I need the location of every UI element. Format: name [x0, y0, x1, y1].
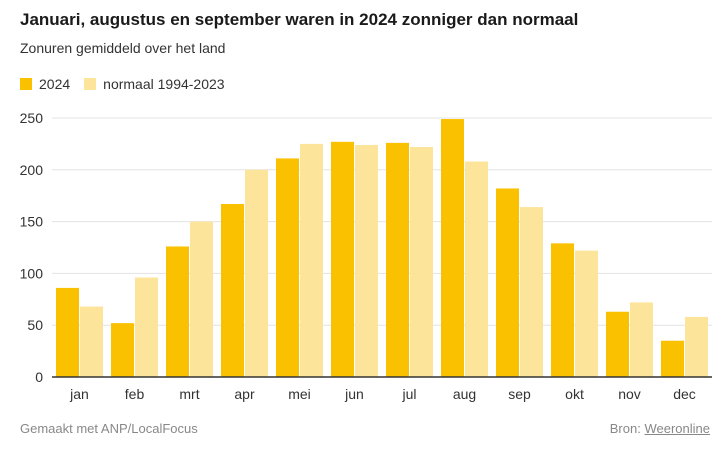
bar-2024-jun: [331, 141, 354, 377]
x-tick-label: mrt: [179, 386, 199, 402]
bar-2024-apr: [221, 203, 244, 377]
legend-swatch-2024: [20, 78, 32, 90]
y-tick-label: 50: [27, 317, 43, 333]
y-tick-label: 150: [20, 214, 44, 230]
bar-2024-mei: [276, 158, 299, 377]
bar-normal-mrt: [190, 221, 213, 377]
bar-normal-aug: [465, 161, 488, 377]
x-tick-label: nov: [618, 386, 641, 402]
bar-2024-jan: [56, 287, 79, 377]
x-tick-label: jun: [344, 386, 364, 402]
source-link[interactable]: Weeronline: [644, 421, 710, 436]
legend-item-2024: 2024: [20, 76, 70, 92]
bar-2024-mrt: [166, 246, 189, 377]
bar-normal-apr: [245, 169, 268, 377]
bar-2024-jul: [386, 142, 409, 377]
legend-label-2024: 2024: [39, 76, 71, 92]
bar-normal-jan: [80, 306, 103, 377]
bar-2024-dec: [661, 340, 684, 377]
legend: 2024 normaal 1994-2023: [20, 76, 239, 92]
x-tick-label: feb: [125, 386, 145, 402]
x-tick-label: aug: [453, 386, 476, 402]
bar-2024-aug: [441, 119, 464, 377]
y-tick-label: 100: [20, 265, 44, 281]
footer-source: Bron: Weeronline: [610, 421, 710, 436]
legend-swatch-normal: [84, 78, 97, 90]
y-tick-label: 200: [20, 162, 44, 178]
bar-chart: 0 50 100 150 200 250 jan feb mrt apr mei jun jul aug s…: [20, 110, 712, 402]
bar-2024-nov: [606, 311, 629, 377]
bar-normal-jul: [410, 147, 433, 377]
bar-normal-feb: [135, 277, 158, 377]
legend-label-normal: normaal 1994-2023: [103, 76, 225, 92]
bar-2024-feb: [111, 323, 134, 377]
x-tick-label: apr: [234, 386, 255, 402]
bar-normal-nov: [630, 302, 653, 377]
x-tick-label: mei: [288, 386, 311, 402]
x-tick-label: jan: [69, 386, 89, 402]
bar-normal-okt: [575, 250, 598, 377]
x-tick-label: sep: [508, 386, 531, 402]
x-tick-label: okt: [565, 386, 584, 402]
x-tick-label: dec: [673, 386, 696, 402]
footer-credit: Gemaakt met ANP/LocalFocus: [20, 421, 198, 436]
chart-subtitle: Zonuren gemiddeld over het land: [20, 40, 226, 56]
chart-title: Januari, augustus en september waren in …: [20, 10, 579, 29]
bar-normal-mei: [300, 143, 323, 377]
bar-2024-okt: [551, 243, 574, 377]
x-tick-label: jul: [401, 386, 416, 402]
bar-2024-sep: [496, 188, 519, 377]
bar-normal-sep: [520, 207, 543, 377]
y-tick-label: 250: [20, 110, 44, 126]
legend-item-normal: normaal 1994-2023: [84, 76, 225, 92]
bar-normal-dec: [685, 316, 708, 377]
bar-normal-jun: [355, 144, 378, 377]
y-tick-label: 0: [35, 369, 43, 385]
source-label: Bron:: [609, 421, 641, 436]
